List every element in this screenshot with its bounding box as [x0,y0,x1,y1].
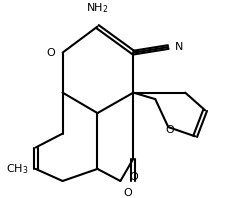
Text: O: O [123,188,132,198]
Text: O: O [129,172,138,182]
Text: O: O [165,125,174,135]
Text: O: O [47,48,56,58]
Text: N: N [175,42,183,52]
Text: CH$_3$: CH$_3$ [6,162,29,176]
Text: NH$_2$: NH$_2$ [86,2,109,15]
